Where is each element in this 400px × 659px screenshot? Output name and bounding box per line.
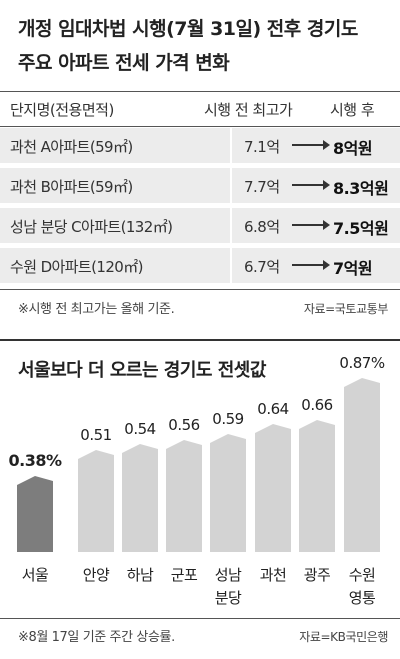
header-before: 시행 전 최고가: [204, 101, 293, 119]
category-label: 안양: [83, 566, 110, 584]
bar: [344, 378, 380, 552]
row-name: 수원 D아파트(120㎡): [10, 258, 143, 276]
table-row: 성남 분당 C아파트(132㎡) 6.8억 7.5억원: [0, 208, 400, 243]
row-before-price: 6.7억: [244, 258, 280, 276]
data-label: 0.56: [168, 416, 199, 434]
row-before-price: 7.7억: [244, 178, 280, 196]
bar: [210, 434, 246, 552]
table-row: 과천 A아파트(59㎡) 7.1억 8억원: [0, 128, 400, 163]
category-label: 영통: [349, 589, 376, 607]
chart-title: 서울보다 더 오르는 경기도 전셋값: [18, 360, 267, 381]
row-after-price: 7.5억원: [333, 219, 389, 238]
chart-bottom-rule: [0, 618, 400, 619]
arrow-icon: [292, 220, 330, 230]
arrow-icon: [292, 140, 330, 150]
table-title-line2: 주요 아파트 전세 가격 변화: [18, 52, 230, 74]
row-after-price: 7억원: [333, 259, 373, 278]
category-label: 군포: [171, 566, 198, 584]
header-after: 시행 후: [330, 101, 375, 119]
data-label: 0.54: [124, 420, 155, 438]
data-label: 0.51: [80, 426, 111, 444]
chart-note: ※8월 17일 기준 주간 상승률.: [18, 630, 175, 645]
bar: [255, 424, 291, 552]
arrow-icon: [292, 180, 330, 190]
chart-source: 자료=KB국민은행: [299, 630, 388, 644]
data-label: 0.59: [212, 410, 243, 428]
row-name: 성남 분당 C아파트(132㎡): [10, 218, 173, 236]
row-after-price: 8억원: [333, 139, 373, 158]
row-before-price: 6.8억: [244, 218, 280, 236]
table-header: 단지명(전용면적) 시행 전 최고가 시행 후: [0, 91, 400, 127]
category-label: 수원: [349, 566, 376, 584]
data-label: 0.38%: [8, 451, 61, 470]
bar: [166, 440, 202, 552]
table-row: 수원 D아파트(120㎡) 6.7억 7억원: [0, 248, 400, 283]
category-label: 성남: [215, 566, 242, 584]
row-before-price: 7.1억: [244, 138, 280, 156]
category-label: 하남: [127, 566, 154, 584]
data-label: 0.64: [257, 400, 288, 418]
table-row: 과천 B아파트(59㎡) 7.7억 8.3억원: [0, 168, 400, 203]
arrow-icon: [292, 260, 330, 270]
row-name: 과천 A아파트(59㎡): [10, 138, 133, 156]
category-label: 광주: [304, 566, 331, 584]
table-title-line1: 개정 임대차법 시행(7월 31일) 전후 경기도: [18, 18, 358, 40]
row-divider: [230, 128, 232, 163]
category-label: 분당: [215, 589, 242, 607]
section-divider: [0, 339, 400, 341]
category-label: 서울: [22, 566, 49, 584]
table-note: ※시행 전 최고가는 올해 기준.: [18, 302, 175, 317]
bar: [17, 476, 53, 552]
row-after-price: 8.3억원: [333, 179, 389, 198]
bar: [122, 444, 158, 552]
data-label: 0.66: [301, 396, 332, 414]
row-name: 과천 B아파트(59㎡): [10, 178, 133, 196]
bar: [299, 420, 335, 552]
row-divider: [230, 168, 232, 203]
header-name: 단지명(전용면적): [10, 101, 114, 119]
table-source: 자료=국토교통부: [303, 302, 389, 316]
category-label: 과천: [260, 566, 287, 584]
row-divider: [230, 208, 232, 243]
table-bottom-rule: [0, 289, 400, 290]
data-label: 0.87%: [339, 354, 384, 372]
bar: [78, 450, 114, 552]
row-divider: [230, 248, 232, 283]
